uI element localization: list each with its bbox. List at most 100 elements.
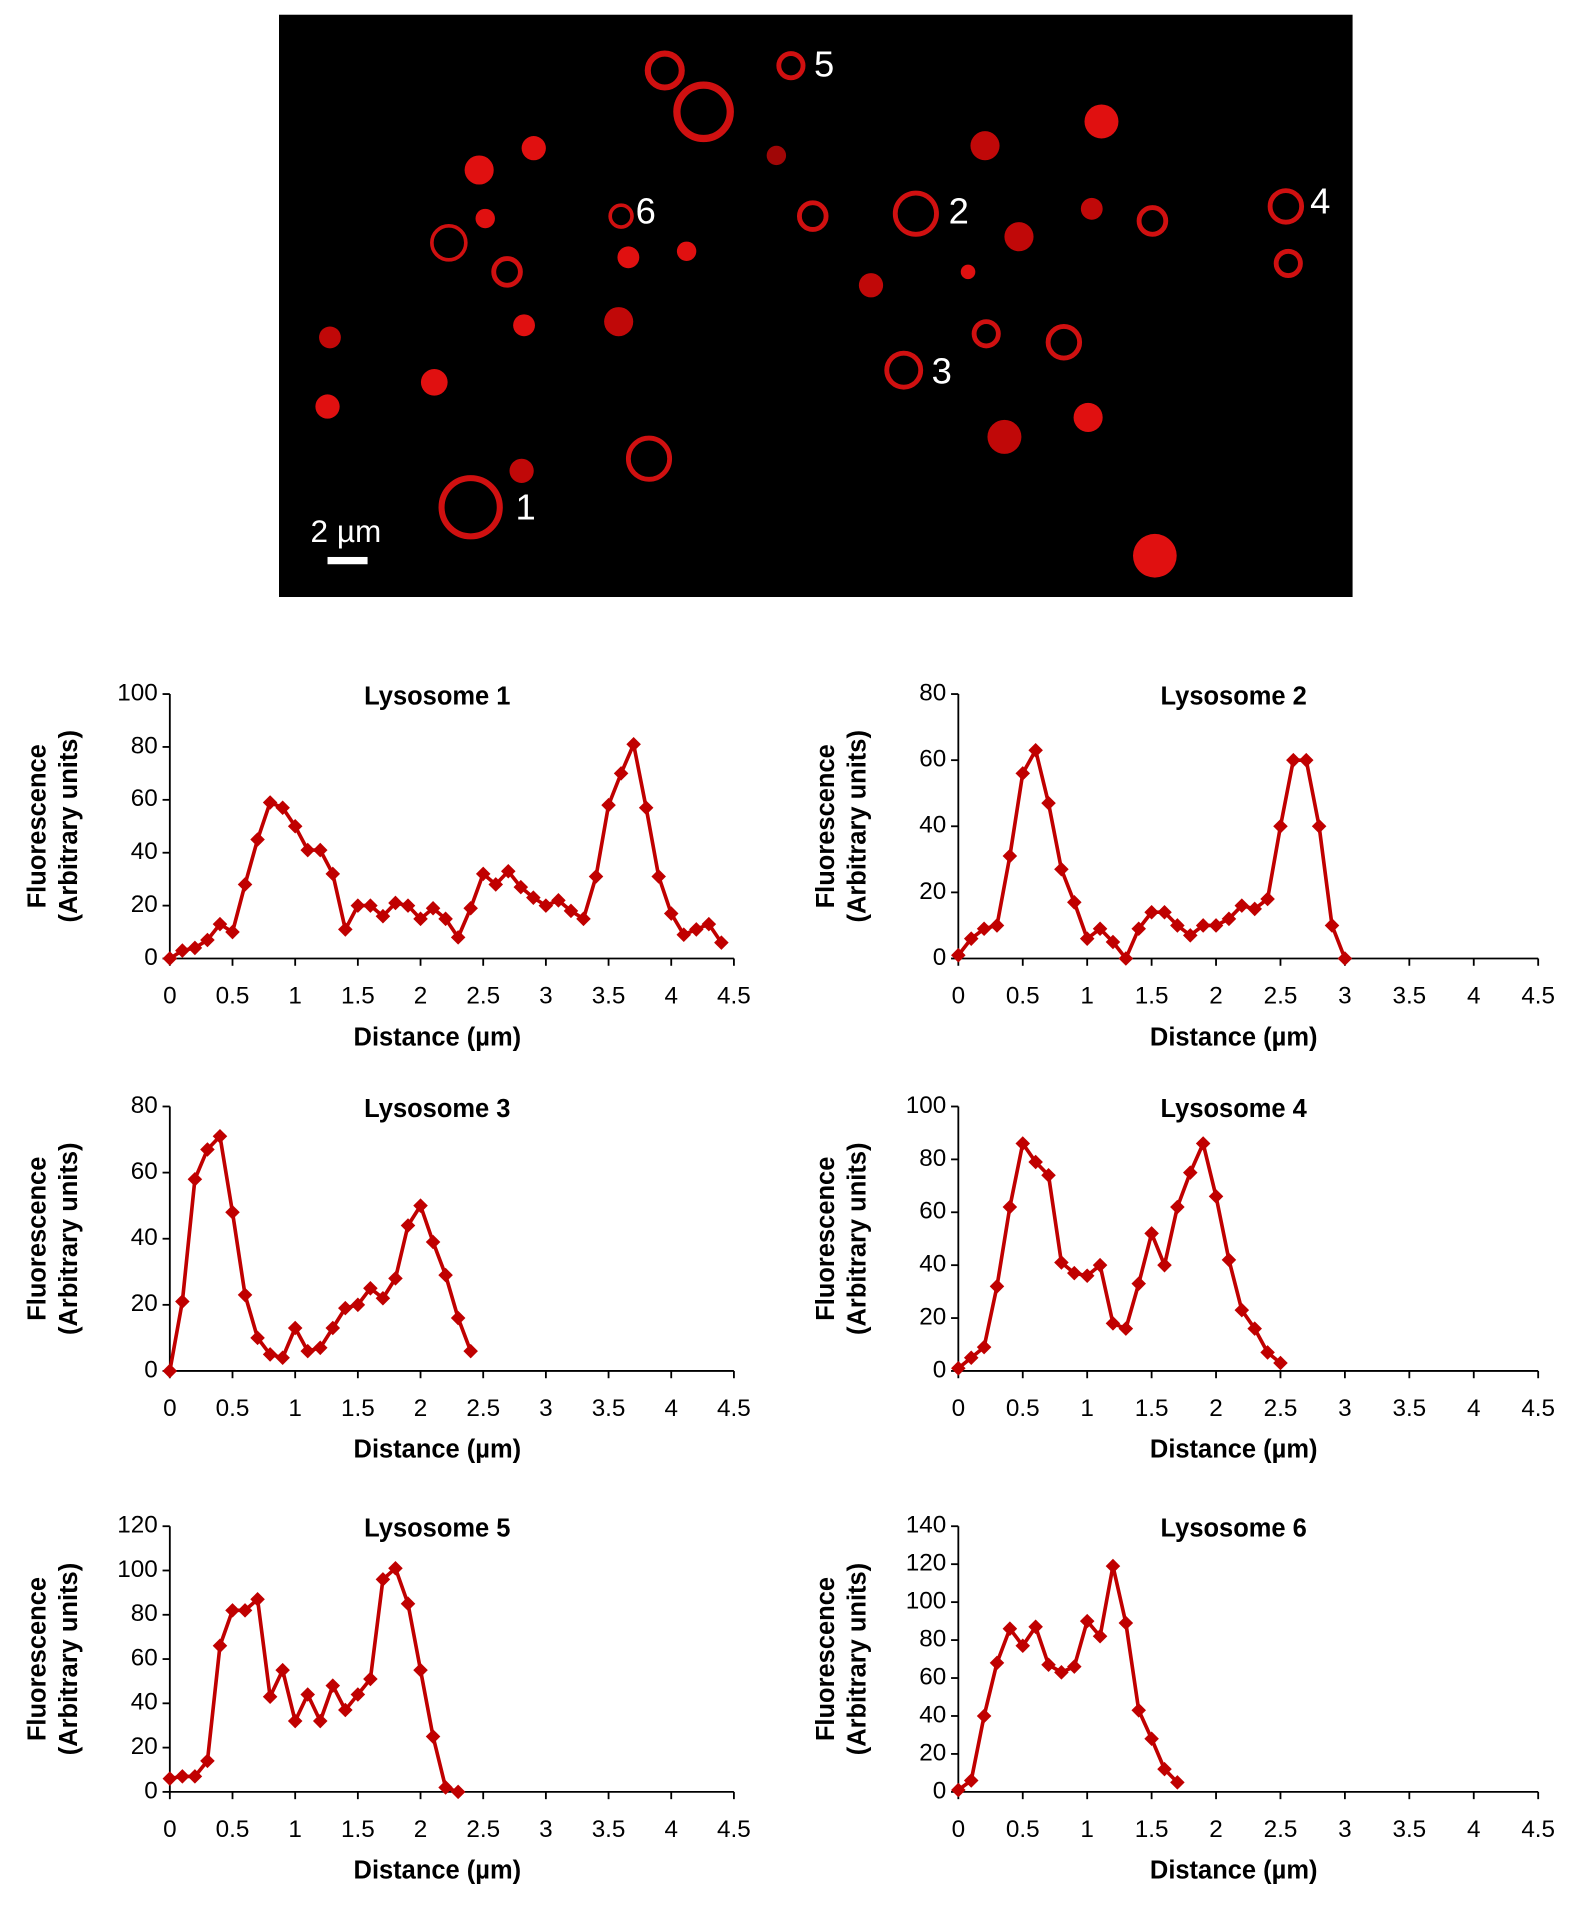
data-marker [1079, 931, 1095, 946]
x-tick-label: 3.5 [592, 983, 626, 1010]
x-tick-label: 1.5 [341, 983, 375, 1010]
x-tick-label: 1 [288, 983, 302, 1010]
x-tick-label: 0 [163, 1395, 177, 1422]
data-marker [225, 1204, 240, 1220]
data-marker [963, 1773, 979, 1788]
data-marker [1170, 1775, 1185, 1790]
y-tick-label: 20 [919, 878, 946, 905]
data-marker [1157, 1761, 1172, 1777]
data-line [956, 745, 1347, 963]
data-marker [526, 890, 541, 905]
y-tick-label: 0 [144, 944, 158, 971]
y-tick-label: 0 [933, 1356, 947, 1383]
x-tick-label: 1 [1080, 983, 1094, 1010]
x-tick-label: 2.5 [1264, 983, 1298, 1010]
x-tick-label: 2.5 [1264, 1816, 1298, 1843]
data-marker [312, 1713, 328, 1729]
y-tick-label: 100 [117, 679, 157, 706]
data-marker [1002, 848, 1018, 864]
data-marker [175, 1294, 190, 1309]
data-marker [1105, 1316, 1121, 1331]
data-marker [300, 842, 315, 858]
x-axis-label: Distance (µm) [354, 1436, 522, 1464]
data-marker [262, 795, 278, 810]
data-marker [350, 1297, 366, 1313]
x-tick-label: 3 [1338, 983, 1352, 1010]
data-marker [200, 932, 215, 948]
micrograph: 1 2 3 4 5 6 2 µm [279, 14, 1353, 598]
data-marker [1221, 911, 1237, 927]
data-marker [989, 1279, 1005, 1294]
y-tick-label: 40 [919, 812, 946, 839]
data-marker [663, 906, 679, 921]
data-marker [576, 911, 591, 927]
data-marker [438, 1267, 453, 1283]
y-tick-label: 40 [131, 838, 158, 865]
x-tick-label: 3.5 [592, 1395, 626, 1422]
x-tick-label: 1.5 [341, 1816, 375, 1843]
x-tick-label: 4.5 [717, 1395, 751, 1422]
x-tick-label: 3 [539, 1395, 553, 1422]
x-tick-label: 3.5 [1392, 1816, 1426, 1843]
chart-title: Lysosome 6 [1161, 1515, 1307, 1543]
x-tick-label: 2 [1209, 983, 1223, 1010]
data-marker [388, 895, 403, 911]
data-marker [413, 911, 428, 927]
data-marker [200, 1753, 215, 1769]
data-marker [175, 1769, 190, 1784]
data-marker [989, 918, 1005, 933]
y-tick-label: 20 [919, 1303, 946, 1330]
data-marker [237, 1603, 253, 1618]
data-marker [1015, 766, 1031, 781]
x-tick-label: 2.5 [466, 1816, 500, 1843]
x-tick-label: 2 [414, 983, 428, 1010]
line-chart: 0 20 40 60 80 0 0.5 1 1.5 2 2.5 3 3.5 4 4.5 Lysosome 2 D… [812, 679, 1555, 1051]
x-tick-label: 3.5 [1392, 1395, 1426, 1422]
x-tick-label: 2 [1209, 1395, 1223, 1422]
data-marker [325, 1678, 341, 1693]
lysosome-label: 2 [949, 190, 969, 231]
y-tick-label: 100 [906, 1588, 946, 1615]
data-marker [338, 922, 353, 937]
x-tick-label: 0.5 [1006, 1395, 1040, 1422]
y-tick-label: 80 [131, 1600, 158, 1627]
x-tick-label: 4 [664, 1816, 678, 1843]
data-marker [275, 1662, 290, 1678]
data-marker [676, 927, 692, 942]
data-marker [714, 935, 729, 950]
data-marker [187, 1769, 203, 1784]
y-tick-label: 0 [933, 1777, 947, 1804]
y-tick-label: 20 [131, 1733, 158, 1760]
x-tick-label: 4.5 [1521, 1395, 1555, 1422]
x-tick-label: 1.5 [1135, 983, 1169, 1010]
x-tick-label: 2.5 [466, 983, 500, 1010]
x-tick-label: 4.5 [717, 1816, 751, 1843]
y-axis-label: Fluorescence [24, 744, 52, 908]
data-marker [1015, 1136, 1031, 1151]
data-marker [626, 737, 641, 752]
lysosome-label: 5 [814, 43, 834, 84]
x-tick-label: 0.5 [216, 983, 250, 1010]
data-marker [588, 869, 604, 884]
data-marker [1273, 818, 1288, 834]
data-marker [638, 800, 654, 816]
x-tick-label: 1 [1080, 1816, 1094, 1843]
data-marker [951, 1361, 966, 1376]
data-marker [1079, 1268, 1095, 1284]
data-marker [1311, 818, 1327, 834]
y-axis-label: Fluorescence [812, 744, 840, 908]
data-marker [475, 866, 491, 882]
data-marker [1105, 1558, 1121, 1574]
data-line [168, 1132, 473, 1372]
y-tick-label: 40 [131, 1689, 158, 1716]
data-marker [312, 842, 328, 858]
line-chart: 0 20 40 60 80 100 120 140 0 0.5 1 1.5 2 2.5 3 3.5 4 4.5 Ly… [812, 1512, 1555, 1885]
y-tick-label: 80 [919, 679, 946, 706]
y-axis-label: Fluorescence [24, 1577, 52, 1741]
data-marker [300, 1343, 315, 1359]
x-axis-label: Distance (µm) [354, 1023, 522, 1051]
chart-title: Lysosome 4 [1161, 1095, 1308, 1123]
data-marker [501, 863, 516, 879]
data-marker [425, 1729, 441, 1744]
data-marker [1195, 1136, 1211, 1151]
